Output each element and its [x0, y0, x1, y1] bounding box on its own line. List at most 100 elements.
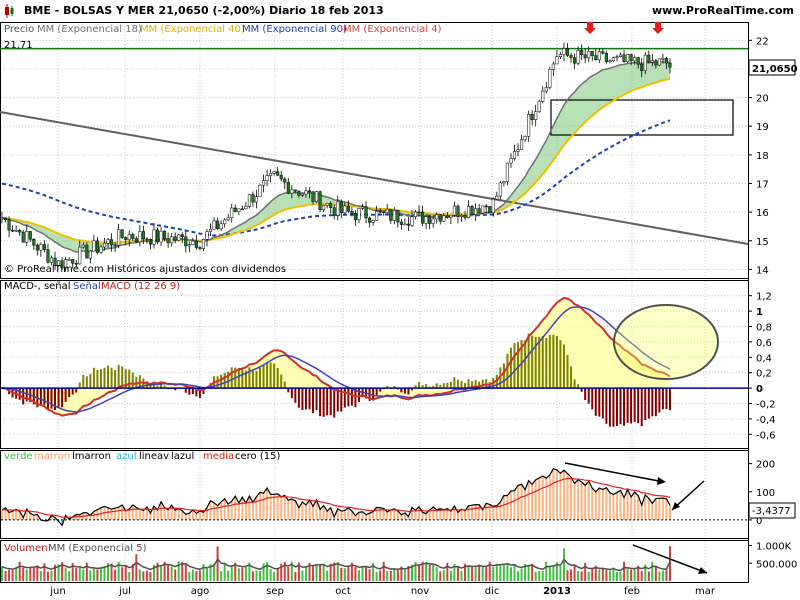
- candle-body: [127, 234, 131, 240]
- price-panel[interactable]: [0, 22, 749, 272]
- oscillator-bar: [460, 509, 463, 520]
- macd-histogram-bar: [464, 383, 467, 389]
- volume-bar: [244, 565, 247, 581]
- volume-bar: [524, 564, 527, 581]
- legend-mm40: MM (Exponencial 40): [140, 24, 245, 35]
- volume-bar: [46, 571, 49, 581]
- oscillator-bar: [160, 501, 163, 520]
- volume-panel[interactable]: [1, 544, 708, 581]
- volume-bar: [368, 569, 371, 581]
- oscillator-bar: [145, 507, 148, 520]
- candle-body: [604, 53, 608, 63]
- candle-body: [170, 236, 174, 244]
- volume-bar: [386, 570, 389, 581]
- candle-body: [417, 211, 421, 214]
- oscillator-bar: [513, 490, 516, 520]
- oscillator-bar: [509, 490, 512, 520]
- candle-body: [463, 215, 467, 218]
- volume-bar: [32, 566, 35, 581]
- oscillator-bar: [637, 495, 640, 520]
- volume-bar: [573, 564, 576, 581]
- volume-bar: [545, 561, 548, 581]
- volume-bar: [598, 569, 601, 581]
- oscillator-bar: [209, 500, 212, 520]
- arrow-head-icon: [672, 502, 680, 510]
- oscillator-bar: [188, 513, 191, 520]
- oscillator-bar: [393, 508, 396, 520]
- volume-bar: [347, 566, 350, 581]
- macd-tick-label: 0,4: [756, 353, 772, 364]
- oscillator-bar: [626, 489, 629, 520]
- oscillator-bar: [71, 516, 74, 520]
- macd-histogram-bar: [103, 367, 106, 389]
- oscillator-bar: [85, 512, 88, 520]
- candle-body: [449, 214, 453, 218]
- candle-body: [212, 220, 216, 230]
- oscillator-bar: [131, 504, 134, 520]
- x-tick-label: oct: [335, 586, 351, 597]
- oscillator-bar: [403, 513, 406, 520]
- volume-bar: [439, 571, 442, 581]
- candle-body: [371, 220, 375, 223]
- macd-histogram-bar: [198, 388, 201, 398]
- oscillator-bar: [251, 502, 254, 520]
- candle-body: [470, 205, 474, 215]
- candle-body: [392, 210, 396, 221]
- oscillator-bar: [216, 505, 219, 520]
- oscillator-bar: [312, 506, 315, 520]
- candle-body: [163, 230, 167, 239]
- volume-bar: [110, 563, 113, 581]
- volume-bar: [555, 562, 558, 581]
- oscillator-line: [1, 467, 671, 527]
- oscillator-bar: [11, 511, 14, 520]
- candle-body: [67, 259, 71, 261]
- volume-tick-label: 500.000: [756, 559, 797, 570]
- candle-body: [88, 250, 92, 259]
- oscillator-panel[interactable]: [1, 462, 748, 527]
- volume-bar: [354, 567, 357, 581]
- volume-bar: [580, 571, 583, 581]
- trend-line: [0, 111, 749, 245]
- volume-bar: [329, 563, 332, 581]
- candle-body: [661, 58, 665, 60]
- legend-mm18: MM (Exponencial 18): [37, 24, 142, 35]
- volume-bar: [531, 563, 534, 581]
- oscillator-bar: [524, 489, 527, 520]
- legend-cero: cero (15): [235, 451, 280, 462]
- candle-body: [311, 191, 315, 202]
- oscillator-bar: [259, 492, 262, 520]
- macd-tick-label: 0,8: [756, 323, 772, 334]
- volume-bar: [421, 561, 424, 581]
- oscillator-bar: [453, 505, 456, 520]
- oscillator-bar: [255, 496, 258, 520]
- macd-tick-label: 1,2: [756, 292, 772, 303]
- volume-bar: [227, 570, 230, 581]
- volume-bar: [174, 569, 177, 581]
- macd-panel[interactable]: [1, 296, 748, 427]
- macd-histogram-bar: [230, 367, 233, 389]
- legend-verde: verde: [4, 451, 33, 462]
- candle-body: [297, 190, 301, 196]
- macd-histogram-bar: [329, 388, 332, 416]
- candle-body: [346, 205, 350, 212]
- volume-bar: [82, 569, 85, 581]
- candle-body: [0, 217, 4, 220]
- volume-bar: [160, 565, 163, 581]
- oscillator-bar: [449, 511, 452, 520]
- oscillator-bar: [273, 494, 276, 520]
- volume-bar: [138, 569, 141, 581]
- oscillator-bar: [163, 507, 166, 520]
- oscillator-bar: [329, 507, 332, 520]
- macd-area: [2, 297, 670, 416]
- candle-body: [81, 244, 85, 248]
- site-link[interactable]: www.ProRealTime.com: [651, 4, 794, 17]
- volume-ema-line: [1, 557, 671, 572]
- oscillator-bar: [517, 485, 520, 520]
- volume-bar: [251, 571, 254, 581]
- macd-histogram-bar: [548, 334, 551, 389]
- volume-bar: [64, 567, 67, 581]
- volume-bar: [142, 571, 145, 581]
- level-label: 21,71: [4, 40, 33, 51]
- volume-bar: [4, 571, 7, 581]
